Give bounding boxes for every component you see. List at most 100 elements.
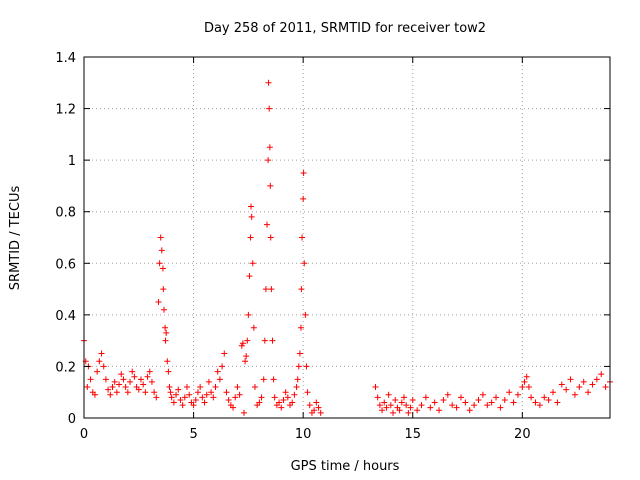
data-point	[403, 402, 410, 409]
y-tick-label: 0.4	[55, 309, 76, 324]
data-point	[236, 391, 243, 398]
data-point	[593, 376, 600, 383]
data-point	[303, 363, 310, 370]
data-point	[475, 396, 482, 403]
data-point	[140, 381, 147, 388]
data-point	[276, 399, 283, 406]
data-point	[306, 402, 313, 409]
data-point	[146, 368, 153, 375]
data-point	[243, 353, 250, 360]
data-point	[381, 399, 388, 406]
data-point	[264, 221, 271, 228]
data-point	[181, 394, 188, 401]
x-tick-label: 15	[404, 427, 421, 442]
data-point	[234, 384, 241, 391]
data-point	[536, 402, 543, 409]
data-point	[179, 402, 186, 409]
data-point	[168, 394, 175, 401]
data-point	[87, 376, 94, 383]
data-point	[156, 260, 163, 267]
data-point	[436, 407, 443, 414]
data-point	[160, 306, 167, 313]
data-point	[372, 384, 379, 391]
data-point	[585, 389, 592, 396]
y-tick-label: 0	[68, 412, 76, 427]
axis-ticks	[83, 56, 610, 419]
data-point	[212, 384, 219, 391]
data-point	[223, 389, 230, 396]
data-point	[519, 384, 526, 391]
plot-frame	[83, 56, 611, 419]
data-point	[299, 234, 306, 241]
data-point	[159, 265, 166, 272]
data-point	[261, 337, 268, 344]
data-point	[98, 350, 105, 357]
data-point	[219, 363, 226, 370]
data-point	[282, 389, 289, 396]
data-point	[440, 396, 447, 403]
data-point	[311, 407, 318, 414]
y-tick-label: 1	[68, 154, 76, 169]
data-point	[506, 389, 513, 396]
data-point	[258, 394, 265, 401]
data-point	[501, 396, 508, 403]
data-point	[246, 273, 253, 280]
data-point	[280, 396, 287, 403]
data-point	[297, 324, 304, 331]
data-point	[131, 373, 138, 380]
data-point	[135, 386, 142, 393]
data-point	[239, 340, 246, 347]
data-point	[523, 373, 530, 380]
data-point	[160, 286, 167, 293]
tick-labels: 0 5 10 15 20 0 0.2 0.4 0.6 0.8 1 1.2 1.4	[55, 51, 530, 442]
data-point	[170, 399, 177, 406]
data-point	[514, 391, 521, 398]
y-tick-label: 0.6	[55, 257, 76, 272]
data-point	[166, 384, 173, 391]
data-point	[190, 402, 197, 409]
data-point	[96, 358, 103, 365]
data-point	[521, 378, 528, 385]
data-point	[488, 399, 495, 406]
data-point	[471, 402, 478, 409]
data-point	[383, 404, 390, 411]
data-point	[242, 358, 249, 365]
x-axis-label: GPS time / hours	[291, 459, 400, 474]
x-tick-label: 0	[80, 427, 88, 442]
data-point	[602, 384, 609, 391]
data-point	[291, 391, 298, 398]
data-point	[199, 394, 206, 401]
data-point	[244, 337, 251, 344]
x-tick-label: 10	[295, 427, 312, 442]
data-point	[265, 157, 272, 164]
data-point	[545, 396, 552, 403]
data-point	[260, 376, 267, 383]
data-point	[214, 368, 221, 375]
data-point	[576, 384, 583, 391]
data-point	[216, 376, 223, 383]
data-point	[129, 368, 136, 375]
data-point	[390, 409, 397, 416]
data-point	[497, 404, 504, 411]
data-point	[173, 391, 180, 398]
data-point	[268, 286, 275, 293]
data-point	[374, 394, 381, 401]
data-point	[267, 182, 274, 189]
data-point	[294, 376, 301, 383]
data-point	[400, 394, 407, 401]
data-point	[240, 409, 247, 416]
data-point	[269, 337, 276, 344]
data-point	[422, 394, 429, 401]
data-point	[102, 376, 109, 383]
data-point	[289, 399, 296, 406]
data-point	[84, 384, 91, 391]
data-point	[251, 384, 258, 391]
data-point	[385, 391, 392, 398]
data-point	[203, 391, 210, 398]
data-point	[563, 386, 570, 393]
data-point	[589, 381, 596, 388]
data-point	[409, 396, 416, 403]
data-point	[571, 391, 578, 398]
data-point	[296, 350, 303, 357]
